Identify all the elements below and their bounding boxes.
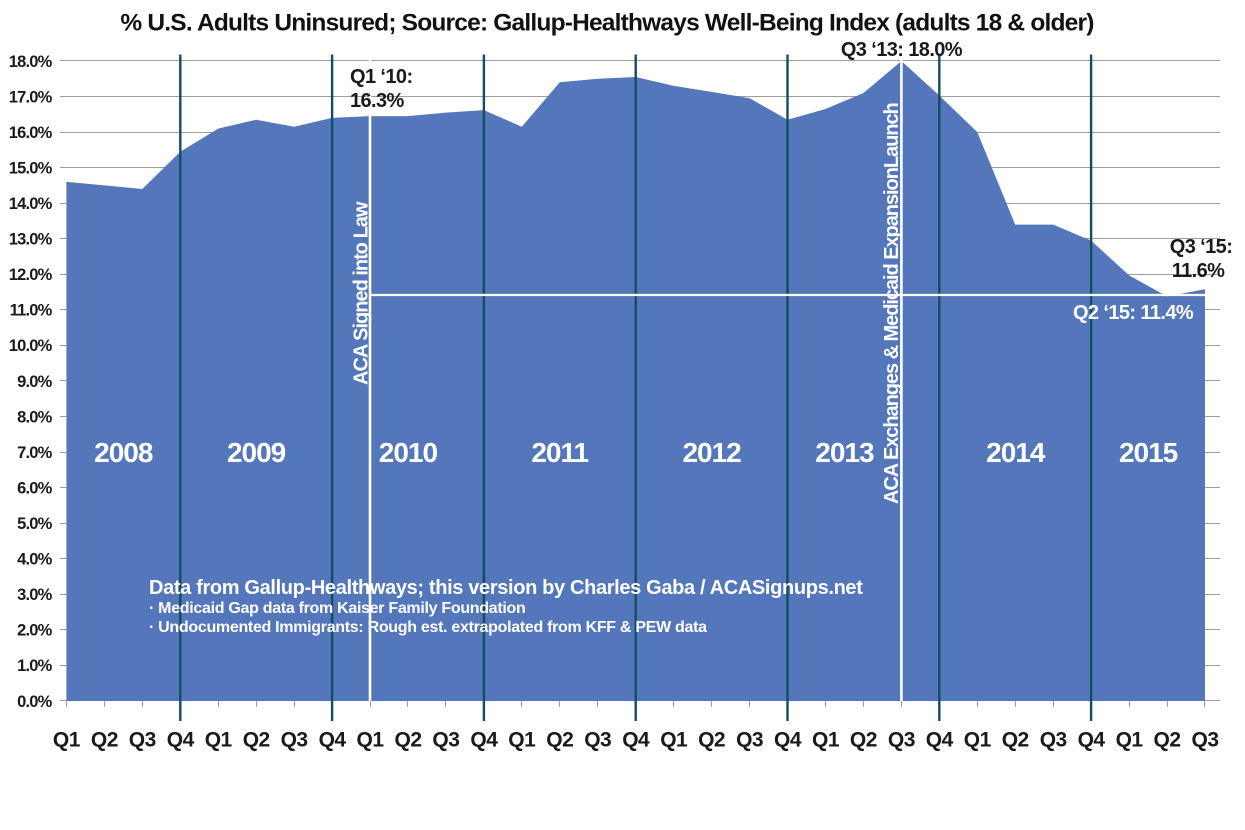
svg-text:Q2: Q2 (1153, 729, 1180, 752)
svg-text:Q4: Q4 (926, 729, 954, 752)
svg-text:ACA Exchanges & Medicaid Expan: ACA Exchanges & Medicaid ExpansionLaunch (881, 103, 903, 504)
svg-text:Q3 ‘13: 18.0%: Q3 ‘13: 18.0% (841, 39, 963, 61)
svg-text:Q2: Q2 (394, 729, 421, 752)
svg-text:Q4: Q4 (1078, 729, 1106, 752)
svg-text:Q1: Q1 (356, 729, 384, 752)
svg-text:2015: 2015 (1119, 437, 1178, 468)
svg-text:Q2: Q2 (1002, 729, 1029, 752)
svg-text:Data from Gallup-Healthways; t: Data from Gallup-Healthways; this versio… (149, 577, 863, 599)
svg-text:Q1: Q1 (205, 729, 233, 752)
svg-text:Q1: Q1 (1116, 729, 1144, 752)
svg-text:Q2: Q2 (91, 729, 118, 752)
svg-text:· Medicaid Gap data from Kaise: · Medicaid Gap data from Kaiser Family F… (149, 600, 525, 617)
svg-text:2009: 2009 (227, 437, 286, 468)
svg-text:17.0%: 17.0% (9, 88, 53, 106)
svg-text:Q4: Q4 (319, 729, 347, 752)
svg-text:Q1: Q1 (53, 729, 81, 752)
svg-text:16.3%: 16.3% (350, 90, 405, 112)
svg-text:Q2: Q2 (546, 729, 573, 752)
svg-text:2013: 2013 (815, 437, 874, 468)
svg-text:Q3: Q3 (129, 729, 156, 752)
svg-text:Q1: Q1 (660, 729, 688, 752)
svg-text:Q3: Q3 (281, 729, 308, 752)
svg-text:Q4: Q4 (470, 729, 498, 752)
svg-text:Q1: Q1 (964, 729, 992, 752)
svg-text:ACA Signed into Law: ACA Signed into Law (351, 201, 373, 385)
svg-text:Q3: Q3 (1040, 729, 1067, 752)
svg-text:% U.S. Adults Uninsured; Sourc: % U.S. Adults Uninsured; Source: Gallup-… (120, 10, 1093, 37)
svg-text:16.0%: 16.0% (9, 124, 53, 142)
svg-text:Q3 ‘15:: Q3 ‘15: (1170, 236, 1233, 258)
svg-text:Q4: Q4 (622, 729, 650, 752)
svg-text:Q3: Q3 (736, 729, 763, 752)
svg-text:2010: 2010 (379, 437, 438, 468)
svg-text:· Undocumented Immigrants: Rou: · Undocumented Immigrants: Rough est. ex… (149, 619, 707, 636)
svg-text:11.0%: 11.0% (10, 302, 53, 320)
svg-text:Q2: Q2 (243, 729, 270, 752)
svg-text:Q3: Q3 (1191, 729, 1218, 752)
svg-text:Q4: Q4 (774, 729, 802, 752)
svg-text:11.6%: 11.6% (1172, 260, 1225, 282)
svg-text:3.0%: 3.0% (17, 586, 53, 604)
svg-text:2012: 2012 (682, 437, 741, 468)
svg-text:Q3: Q3 (432, 729, 459, 752)
svg-text:0.0%: 0.0% (17, 693, 53, 711)
svg-text:6.0%: 6.0% (17, 480, 53, 498)
svg-text:Q3: Q3 (584, 729, 611, 752)
svg-text:10.0%: 10.0% (9, 337, 53, 355)
svg-text:12.0%: 12.0% (9, 266, 53, 284)
svg-text:9.0%: 9.0% (17, 373, 53, 391)
svg-text:5.0%: 5.0% (17, 515, 53, 533)
svg-text:14.0%: 14.0% (9, 195, 53, 213)
svg-text:2014: 2014 (986, 437, 1046, 468)
svg-text:8.0%: 8.0% (17, 408, 53, 426)
svg-text:Q1: Q1 (508, 729, 536, 752)
svg-text:7.0%: 7.0% (17, 444, 53, 462)
svg-text:15.0%: 15.0% (9, 160, 53, 178)
svg-text:Q2: Q2 (698, 729, 725, 752)
svg-text:Q2: Q2 (850, 729, 877, 752)
svg-text:Q4: Q4 (167, 729, 195, 752)
svg-text:2.0%: 2.0% (17, 622, 53, 640)
svg-text:Q2 ‘15: 11.4%: Q2 ‘15: 11.4% (1073, 302, 1194, 324)
svg-text:2008: 2008 (94, 437, 153, 468)
svg-text:1.0%: 1.0% (17, 657, 53, 675)
svg-text:Q3: Q3 (888, 729, 915, 752)
svg-text:Q1 ‘10:: Q1 ‘10: (350, 66, 413, 88)
svg-text:Q1: Q1 (812, 729, 840, 752)
svg-text:2011: 2011 (531, 437, 588, 468)
svg-text:18.0%: 18.0% (9, 53, 53, 71)
svg-text:4.0%: 4.0% (17, 551, 53, 569)
svg-text:13.0%: 13.0% (9, 231, 53, 249)
